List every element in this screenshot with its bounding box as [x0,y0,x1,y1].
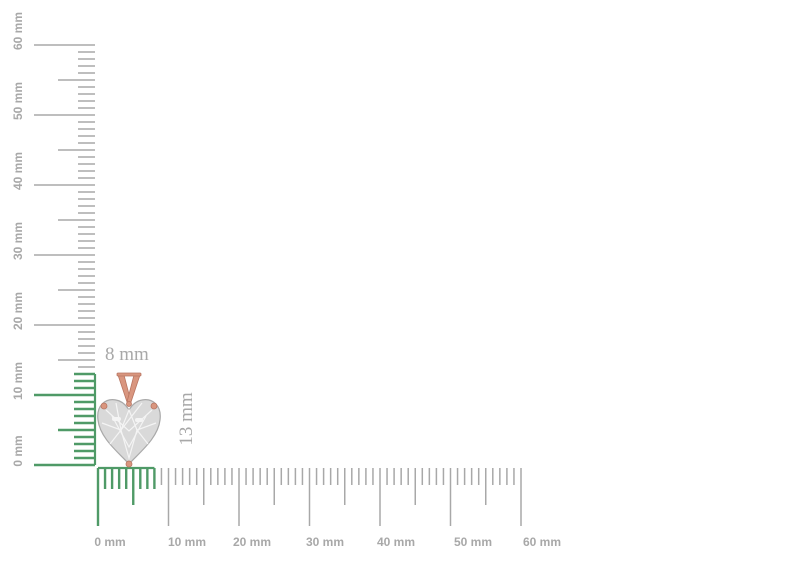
y-label-30: 30 mm [11,222,25,260]
bail-ring [126,401,132,407]
v-bail-icon [116,372,142,407]
horizontal-ruler-labels: 0 mm 10 mm 20 mm 30 mm 40 mm 50 mm 60 mm [94,535,561,549]
heart-diamond-icon [97,399,161,465]
bail-top [116,372,142,377]
bail-right-prong [126,374,141,403]
y-label-50: 50 mm [11,82,25,120]
x-label-30: 30 mm [306,535,344,549]
vertical-ruler-ticks [34,44,97,467]
right-prong [150,402,158,410]
y-label-40: 40 mm [11,152,25,190]
stone-highlight [135,418,143,422]
stone-highlight [112,417,121,421]
x-label-50: 50 mm [454,535,492,549]
x-label-10: 10 mm [168,535,206,549]
y-label-0: 0 mm [11,435,25,466]
width-dimension-label: 8 mm [105,344,149,365]
x-label-20: 20 mm [233,535,271,549]
height-dimension-label: 13 mm [176,392,197,446]
heart-diamond-pendant [97,372,161,468]
left-prong [100,402,108,410]
y-label-60: 60 mm [11,12,25,50]
setting-prongs [100,402,158,468]
y-label-10: 10 mm [11,362,25,400]
horizontal-ruler-ticks [96,466,522,526]
x-label-60: 60 mm [523,535,561,549]
bottom-prong [125,460,133,468]
stone-facets [101,402,157,461]
y-label-20: 20 mm [11,292,25,330]
vertical-ruler-labels: 0 mm 10 mm 20 mm 30 mm 40 mm 50 mm 60 mm [11,12,25,467]
x-label-0: 0 mm [94,535,125,549]
x-label-40: 40 mm [377,535,415,549]
